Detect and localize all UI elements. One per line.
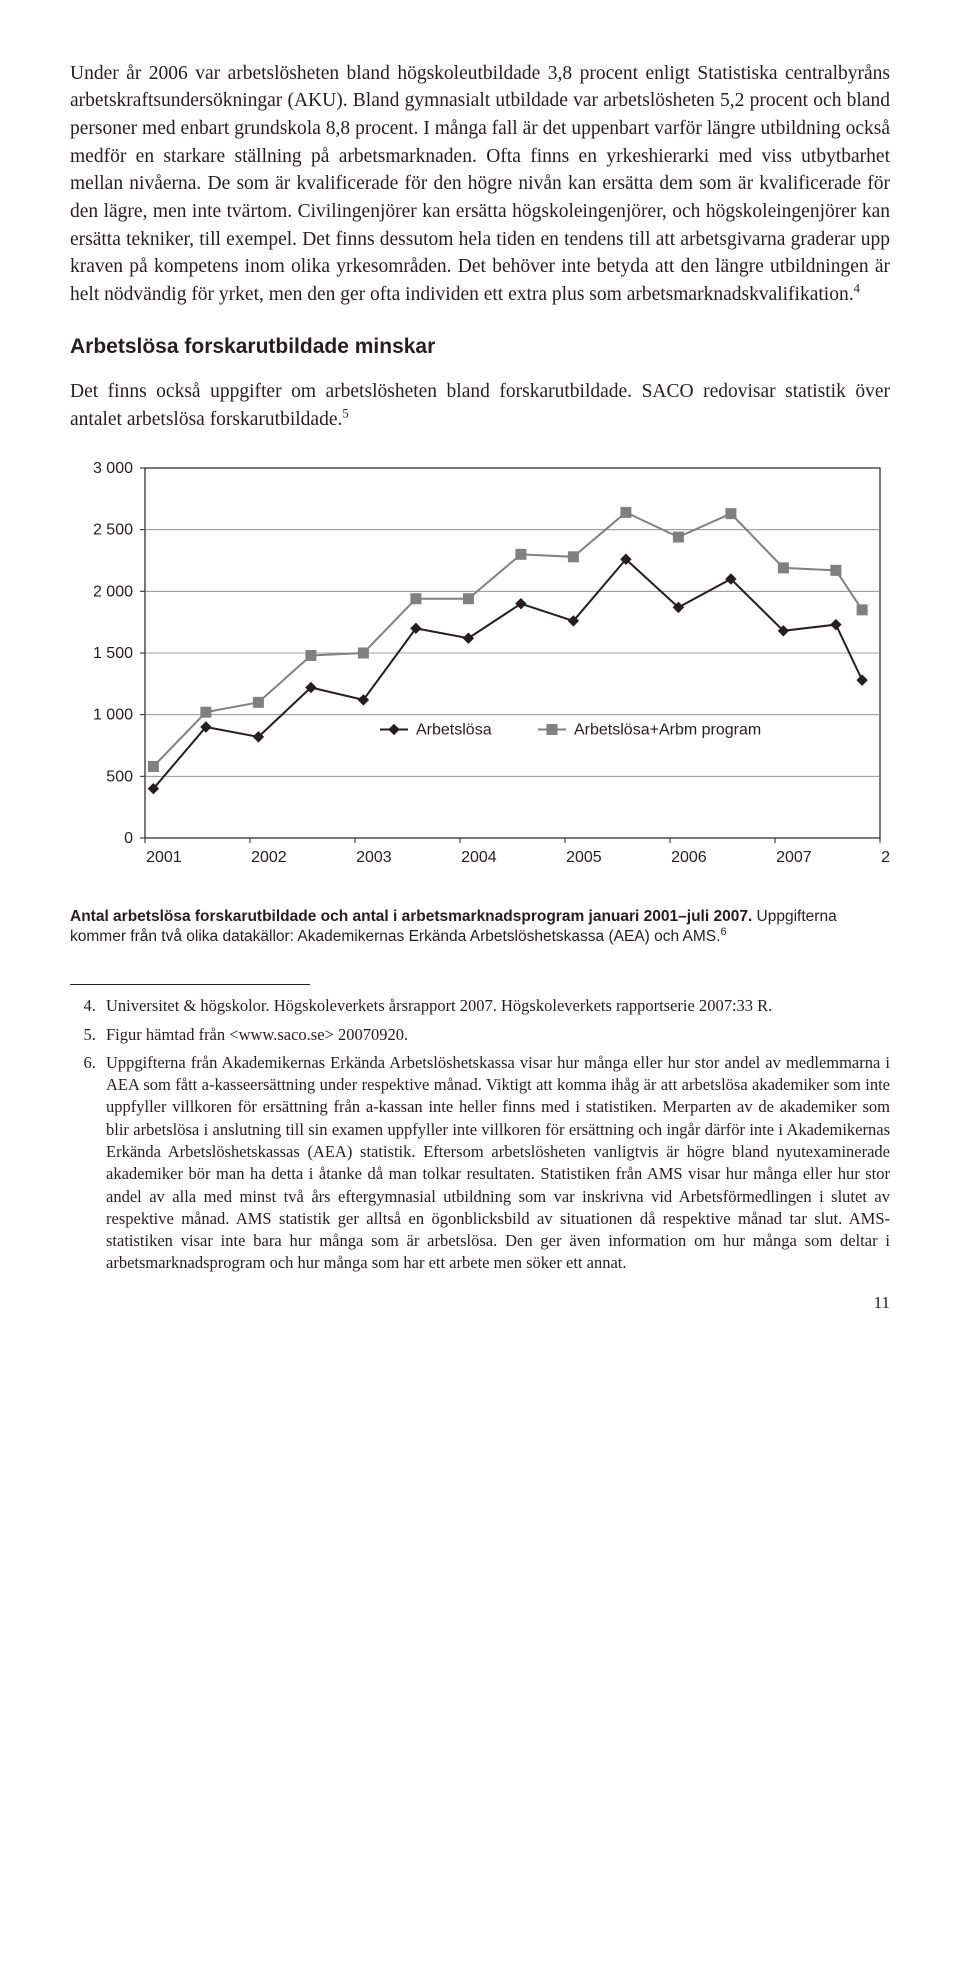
footnote-item: Universitet & högskolor. Högskoleverkets… [100, 995, 890, 1017]
line-chart: 0 500 1 000 1 500 2 000 2 500 3 000 2001 2002 200… [70, 458, 890, 893]
paragraph-1-text: Under år 2006 var arbetslösheten bland h… [70, 63, 890, 306]
chart-svg: 0 500 1 000 1 500 2 000 2 500 3 000 2001 2002 200… [70, 458, 890, 888]
svg-text:2006: 2006 [671, 849, 707, 866]
svg-text:2005: 2005 [566, 849, 602, 866]
svg-text:2002: 2002 [251, 849, 287, 866]
svg-text:1 000: 1 000 [93, 706, 133, 723]
paragraph-1: Under år 2006 var arbetslösheten bland h… [70, 60, 890, 309]
svg-text:2004: 2004 [461, 849, 497, 866]
footnotes-list: Universitet & högskolor. Högskoleverkets… [70, 995, 890, 1274]
svg-text:3 000: 3 000 [93, 460, 133, 477]
chart-caption-bold: Antal arbetslösa forskarutbildade och an… [70, 908, 752, 925]
paragraph-2: Det finns också uppgifter om arbetslöshe… [70, 378, 890, 433]
svg-text:0: 0 [124, 830, 133, 847]
svg-text:2001: 2001 [146, 849, 182, 866]
svg-text:500: 500 [106, 768, 133, 785]
footnote-rule [70, 984, 310, 985]
paragraph-2-text: Det finns också uppgifter om arbetslöshe… [70, 381, 890, 430]
svg-text:Arbetslösa: Arbetslösa [416, 721, 492, 738]
svg-text:2 000: 2 000 [93, 583, 133, 600]
svg-text:2003: 2003 [356, 849, 392, 866]
footnote-item: Uppgifterna från Akademikernas Erkända A… [100, 1052, 890, 1275]
svg-text:2007: 2007 [776, 849, 812, 866]
page-number: 11 [70, 1293, 890, 1313]
svg-text:2 500: 2 500 [93, 521, 133, 538]
footnote-item: Figur hämtad från <www.saco.se> 20070920… [100, 1024, 890, 1046]
svg-text:1 500: 1 500 [93, 645, 133, 662]
chart-caption: Antal arbetslösa forskarutbildade och an… [70, 907, 890, 949]
svg-text:Arbetslösa+Arbm program: Arbetslösa+Arbm program [574, 721, 761, 738]
section-heading: Arbetslösa forskarutbildade minskar [70, 335, 890, 359]
document-page: Under år 2006 var arbetslösheten bland h… [0, 0, 960, 1343]
svg-text:2008: 2008 [881, 849, 890, 866]
footnote-mark-6: 6 [720, 926, 726, 938]
footnote-mark-4: 4 [854, 282, 860, 296]
footnote-mark-5: 5 [342, 406, 348, 420]
